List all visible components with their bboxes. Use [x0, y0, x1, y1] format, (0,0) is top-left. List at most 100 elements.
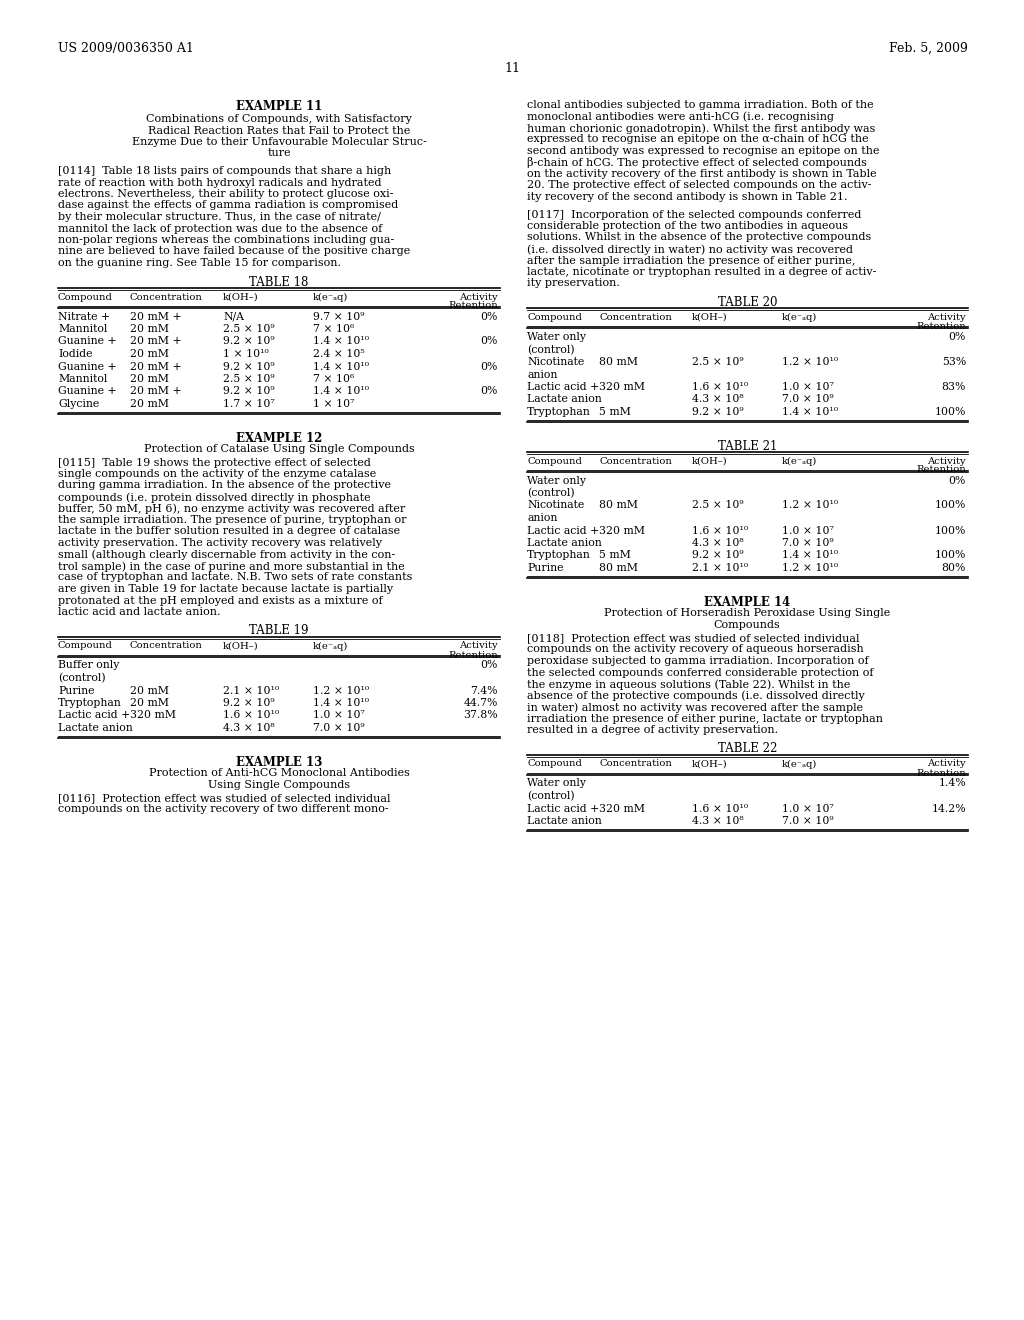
Text: Mannitol: Mannitol: [58, 323, 108, 334]
Text: Water only: Water only: [527, 475, 586, 486]
Text: 100%: 100%: [935, 407, 966, 417]
Text: Tryptophan: Tryptophan: [58, 698, 122, 708]
Text: Compound: Compound: [527, 313, 582, 322]
Text: 0%: 0%: [948, 333, 966, 342]
Text: 1.2 × 10¹⁰: 1.2 × 10¹⁰: [313, 685, 369, 696]
Text: Water only: Water only: [527, 779, 586, 788]
Text: Lactate anion: Lactate anion: [527, 539, 602, 548]
Text: 1.4 × 10¹⁰: 1.4 × 10¹⁰: [313, 337, 369, 346]
Text: 4.3 × 10⁸: 4.3 × 10⁸: [692, 395, 743, 404]
Text: TABLE 19: TABLE 19: [249, 624, 309, 638]
Text: electrons. Nevertheless, their ability to protect glucose oxi-: electrons. Nevertheless, their ability t…: [58, 189, 393, 199]
Text: Compound: Compound: [527, 457, 582, 466]
Text: Water only: Water only: [527, 333, 586, 342]
Text: 4.3 × 10⁸: 4.3 × 10⁸: [692, 816, 743, 826]
Text: k(OH–): k(OH–): [692, 457, 728, 466]
Text: EXAMPLE 11: EXAMPLE 11: [236, 100, 323, 114]
Text: non-polar regions whereas the combinations including gua-: non-polar regions whereas the combinatio…: [58, 235, 394, 246]
Text: 9.2 × 10⁹: 9.2 × 10⁹: [223, 698, 274, 708]
Text: Activity: Activity: [928, 759, 966, 768]
Text: 100%: 100%: [935, 550, 966, 561]
Text: on the guanine ring. See Table 15 for comparison.: on the guanine ring. See Table 15 for co…: [58, 257, 341, 268]
Text: Activity: Activity: [928, 457, 966, 466]
Text: 2.5 × 10⁹: 2.5 × 10⁹: [692, 356, 743, 367]
Text: 1 × 10¹⁰: 1 × 10¹⁰: [223, 348, 268, 359]
Text: TABLE 18: TABLE 18: [249, 276, 308, 289]
Text: 1.4 × 10¹⁰: 1.4 × 10¹⁰: [782, 550, 838, 561]
Text: 37.8%: 37.8%: [464, 710, 498, 721]
Text: 9.2 × 10⁹: 9.2 × 10⁹: [692, 407, 743, 417]
Text: 9.7 × 10⁹: 9.7 × 10⁹: [313, 312, 365, 322]
Text: 2.4 × 10⁵: 2.4 × 10⁵: [313, 348, 365, 359]
Text: 7.0 × 10⁹: 7.0 × 10⁹: [782, 539, 834, 548]
Text: Nicotinate: Nicotinate: [527, 356, 585, 367]
Text: k(OH–): k(OH–): [223, 293, 259, 301]
Text: Purine: Purine: [58, 685, 94, 696]
Text: 7.0 × 10⁹: 7.0 × 10⁹: [782, 395, 834, 404]
Text: second antibody was expressed to recognise an epitope on the: second antibody was expressed to recogni…: [527, 147, 880, 156]
Text: solutions. Whilst in the absence of the protective compounds: solutions. Whilst in the absence of the …: [527, 232, 871, 243]
Text: Retention: Retention: [449, 301, 498, 310]
Text: Guanine +: Guanine +: [58, 337, 117, 346]
Text: Lactate anion: Lactate anion: [527, 816, 602, 826]
Text: Lactate anion: Lactate anion: [58, 723, 133, 733]
Text: 20 mM +: 20 mM +: [130, 337, 181, 346]
Text: rate of reaction with both hydroxyl radicals and hydrated: rate of reaction with both hydroxyl radi…: [58, 177, 382, 187]
Text: 0%: 0%: [480, 387, 498, 396]
Text: Purine: Purine: [527, 564, 563, 573]
Text: (control): (control): [527, 791, 574, 801]
Text: 1 × 10⁷: 1 × 10⁷: [313, 399, 354, 409]
Text: Guanine +: Guanine +: [58, 362, 117, 371]
Text: 7.0 × 10⁹: 7.0 × 10⁹: [313, 723, 365, 733]
Text: EXAMPLE 13: EXAMPLE 13: [236, 755, 323, 768]
Text: 1.2 × 10¹⁰: 1.2 × 10¹⁰: [782, 500, 838, 511]
Text: 7 × 10⁶: 7 × 10⁶: [313, 323, 354, 334]
Text: small (although clearly discernable from activity in the con-: small (although clearly discernable from…: [58, 549, 395, 560]
Text: 2.5 × 10⁹: 2.5 × 10⁹: [692, 500, 743, 511]
Text: monoclonal antibodies were anti-hCG (i.e. recognising: monoclonal antibodies were anti-hCG (i.e…: [527, 111, 834, 121]
Text: 9.2 × 10⁹: 9.2 × 10⁹: [223, 387, 274, 396]
Text: 0%: 0%: [948, 475, 966, 486]
Text: 2.1 × 10¹⁰: 2.1 × 10¹⁰: [223, 685, 280, 696]
Text: 20 mM: 20 mM: [130, 348, 169, 359]
Text: 1.0 × 10⁷: 1.0 × 10⁷: [782, 804, 834, 813]
Text: 1.0 × 10⁷: 1.0 × 10⁷: [782, 381, 834, 392]
Text: k(OH–): k(OH–): [692, 313, 728, 322]
Text: Retention: Retention: [916, 466, 966, 474]
Text: ity preservation.: ity preservation.: [527, 279, 620, 289]
Text: 2.5 × 10⁹: 2.5 × 10⁹: [223, 374, 274, 384]
Text: TABLE 22: TABLE 22: [718, 742, 777, 755]
Text: Iodide: Iodide: [58, 348, 92, 359]
Text: Radical Reaction Rates that Fail to Protect the: Radical Reaction Rates that Fail to Prot…: [147, 125, 411, 136]
Text: Protection of Catalase Using Single Compounds: Protection of Catalase Using Single Comp…: [143, 445, 415, 454]
Text: mannitol the lack of protection was due to the absence of: mannitol the lack of protection was due …: [58, 223, 382, 234]
Text: Lactic acid +: Lactic acid +: [527, 381, 599, 392]
Text: 20 mM: 20 mM: [130, 685, 169, 696]
Text: activity preservation. The activity recovery was relatively: activity preservation. The activity reco…: [58, 539, 382, 548]
Text: 2.5 × 10⁹: 2.5 × 10⁹: [223, 323, 274, 334]
Text: irradiation the presence of either purine, lactate or tryptophan: irradiation the presence of either purin…: [527, 714, 883, 723]
Text: lactate in the buffer solution resulted in a degree of catalase: lactate in the buffer solution resulted …: [58, 527, 400, 536]
Text: Compound: Compound: [58, 293, 113, 301]
Text: Concentration: Concentration: [599, 313, 672, 322]
Text: (control): (control): [527, 345, 574, 355]
Text: 20 mM: 20 mM: [130, 698, 169, 708]
Text: 100%: 100%: [935, 500, 966, 511]
Text: 9.2 × 10⁹: 9.2 × 10⁹: [223, 362, 274, 371]
Text: 0%: 0%: [480, 362, 498, 371]
Text: (i.e. dissolved directly in water) no activity was recovered: (i.e. dissolved directly in water) no ac…: [527, 244, 853, 255]
Text: Activity: Activity: [460, 293, 498, 301]
Text: β-chain of hCG. The protective effect of selected compounds: β-chain of hCG. The protective effect of…: [527, 157, 867, 169]
Text: human chorionic gonadotropin). Whilst the first antibody was: human chorionic gonadotropin). Whilst th…: [527, 123, 876, 133]
Text: 1.6 × 10¹⁰: 1.6 × 10¹⁰: [692, 381, 749, 392]
Text: k(e⁻ₐq): k(e⁻ₐq): [782, 313, 817, 322]
Text: 1.4%: 1.4%: [938, 779, 966, 788]
Text: 20 mM: 20 mM: [130, 323, 169, 334]
Text: 1.4 × 10¹⁰: 1.4 × 10¹⁰: [313, 698, 369, 708]
Text: 1.4 × 10¹⁰: 1.4 × 10¹⁰: [313, 362, 369, 371]
Text: Lactic acid +: Lactic acid +: [58, 710, 130, 721]
Text: 53%: 53%: [942, 356, 966, 367]
Text: 1.0 × 10⁷: 1.0 × 10⁷: [782, 525, 834, 536]
Text: 1.6 × 10¹⁰: 1.6 × 10¹⁰: [692, 804, 749, 813]
Text: 80%: 80%: [942, 564, 966, 573]
